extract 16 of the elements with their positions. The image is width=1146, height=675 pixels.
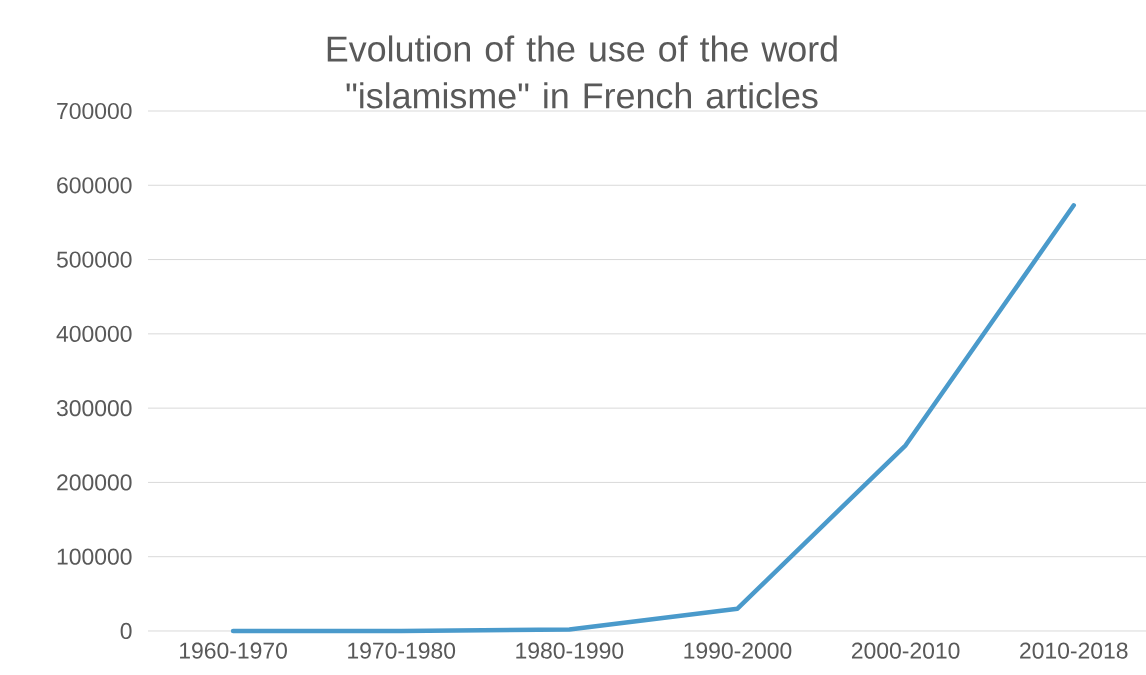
y-tick-label: 300000	[56, 400, 132, 417]
chart-title: Evolution of the use of the word "islamisme" in French articles	[327, 35, 837, 109]
x-tick-label: 1980-1990	[516, 642, 624, 659]
y-tick-label: 200000	[57, 474, 132, 491]
x-tick-label: 2000-2010	[851, 642, 960, 659]
y-tick-label: 0	[120, 622, 132, 640]
y-tick-label: 100000	[57, 548, 132, 565]
x-tick-label: 1970-1980	[348, 642, 456, 659]
y-tick-label: 700000	[57, 102, 132, 120]
y-tick-label: 600000	[57, 177, 132, 194]
x-tick-label: 1960-1970	[180, 642, 287, 659]
x-tick-label: 1990-2000	[684, 642, 792, 659]
line-series	[230, 203, 1076, 634]
y-tick-label: 400000	[56, 325, 132, 342]
x-tick-label: 2010-2018	[1020, 642, 1128, 659]
y-tick-label: 500000	[56, 251, 132, 268]
